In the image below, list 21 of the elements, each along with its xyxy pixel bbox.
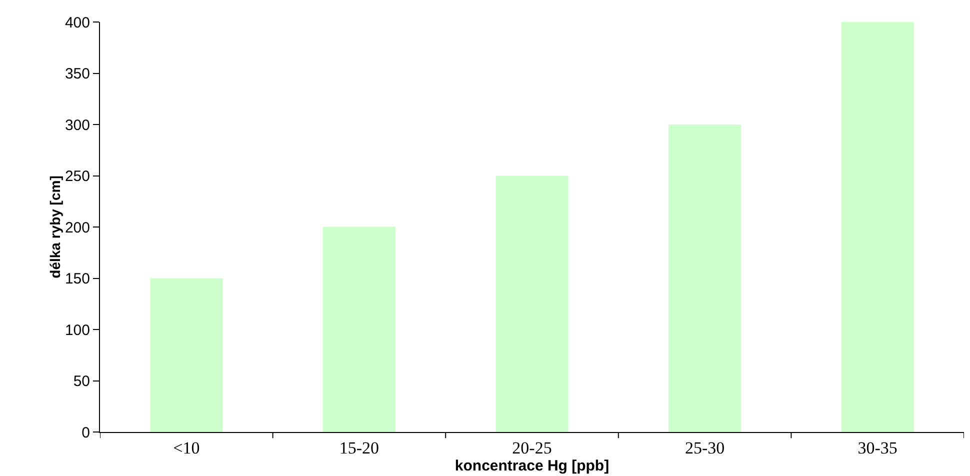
x-tick-label: 20-25	[512, 438, 552, 458]
y-tick-label: 300	[64, 116, 90, 134]
bar	[322, 227, 396, 432]
y-tick-label: 100	[64, 322, 90, 339]
y-tick-label: 150	[64, 270, 90, 288]
y-axis-title: délka ryby [cm]	[46, 176, 63, 278]
y-tick-label: 200	[64, 219, 90, 236]
y-tick-label: 50	[73, 373, 90, 390]
x-axis-title: koncentrace Hg [ppb]	[454, 457, 610, 474]
y-tick-label: 0	[82, 424, 90, 442]
y-tick-label: 250	[64, 168, 90, 185]
x-tick-label: 25-30	[684, 438, 725, 458]
y-tick-label: 350	[64, 66, 90, 82]
bar	[841, 22, 914, 432]
x-tick-label: <10	[173, 438, 200, 458]
x-tick-label: 30-35	[858, 438, 898, 458]
x-tick-label: 15-20	[339, 438, 380, 458]
bar	[150, 278, 223, 432]
y-tick-label: 400	[64, 14, 90, 32]
bar	[496, 176, 568, 432]
bar	[668, 124, 742, 432]
